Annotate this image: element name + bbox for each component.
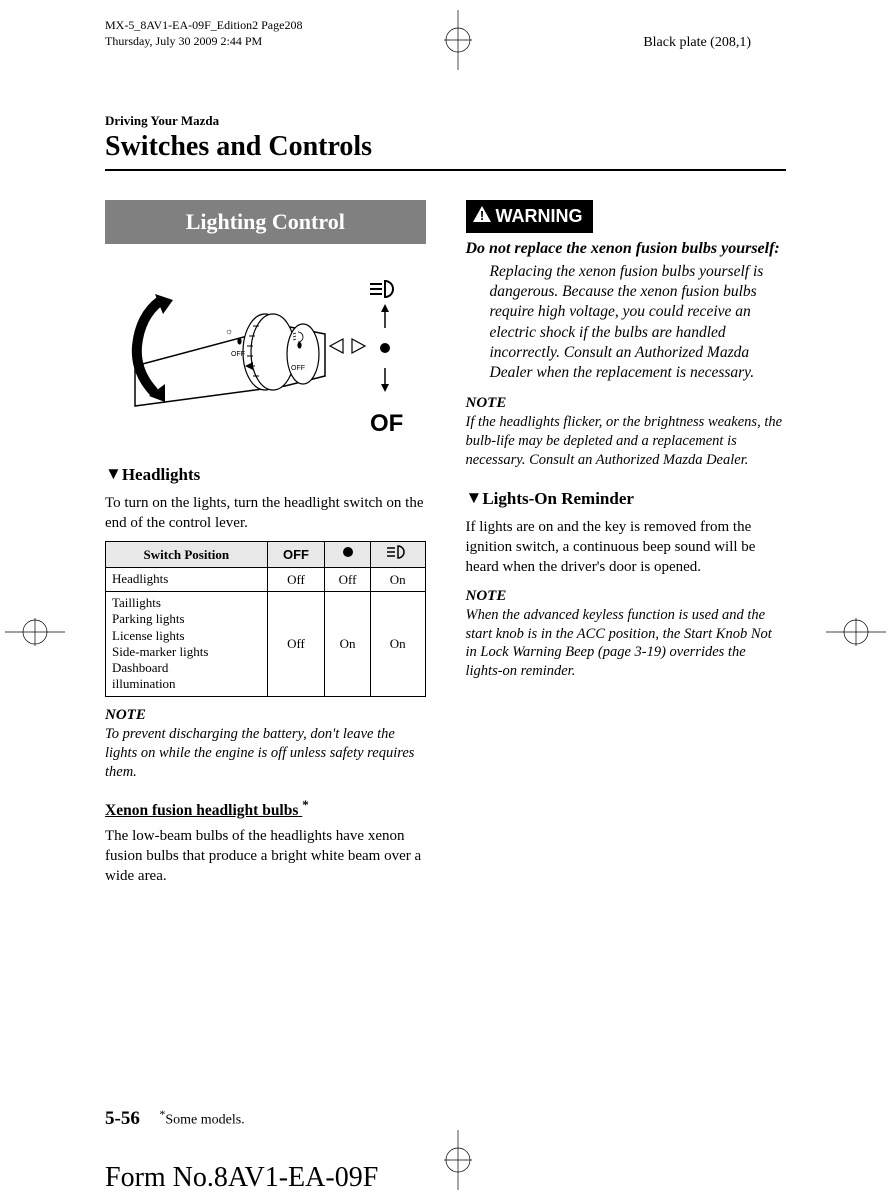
- chapter-title: Driving Your Mazda: [105, 113, 786, 129]
- cell: On: [370, 592, 425, 697]
- footnote-text: Some models.: [165, 1113, 244, 1128]
- table-header-row: Switch Position OFF: [106, 542, 426, 568]
- crop-mark-left: [5, 612, 65, 652]
- warning-label: WARNING: [496, 206, 583, 226]
- headlights-heading: ▼Headlights: [105, 464, 426, 487]
- th-off: OFF: [267, 542, 325, 568]
- note-body: When the advanced keyless function is us…: [466, 606, 787, 681]
- xenon-body: The low-beam bulbs of the headlights hav…: [105, 826, 426, 887]
- svg-text:OFF: OFF: [370, 410, 405, 437]
- header-rule: [105, 169, 786, 171]
- meta-line2: Thursday, July 30 2009 2:44 PM: [105, 34, 302, 50]
- lightson-body: If lights are on and the key is removed …: [466, 517, 787, 578]
- crop-mark-right: [826, 612, 886, 652]
- page-header: Driving Your Mazda Switches and Controls: [105, 113, 786, 171]
- svg-text:⬮: ⬮: [237, 337, 242, 346]
- page-footer: 5-56 *Some models.: [105, 1107, 245, 1130]
- table-row: Taillights Parking lights License lights…: [106, 592, 426, 697]
- cell: On: [325, 592, 371, 697]
- cell: Off: [267, 567, 325, 592]
- cell: Off: [325, 567, 371, 592]
- table-row: Headlights Off Off On: [106, 567, 426, 592]
- note-label: NOTE: [466, 586, 787, 606]
- svg-text:☼: ☼: [225, 326, 233, 336]
- headlights-body: To turn on the lights, turn the headligh…: [105, 493, 426, 534]
- lighting-control-title: Lighting Control: [105, 200, 426, 244]
- cell-headlights: Headlights: [106, 567, 268, 592]
- switch-position-table: Switch Position OFF Headlights Off Off O…: [105, 541, 426, 697]
- right-column: ! WARNING Do not replace the xenon fusio…: [466, 200, 787, 894]
- svg-text:OFF: OFF: [231, 351, 245, 358]
- section-title: Switches and Controls: [105, 131, 786, 163]
- form-number: Form No.8AV1-EA-09F: [105, 1162, 378, 1194]
- th-headlight-icon: [370, 542, 425, 568]
- warning-triangle-icon: !: [472, 205, 492, 229]
- note-label: NOTE: [466, 393, 787, 413]
- left-column: Lighting Control: [105, 200, 426, 894]
- content-columns: Lighting Control: [105, 200, 786, 894]
- cell: On: [370, 567, 425, 592]
- crop-mark-bottom: [438, 1130, 478, 1190]
- th-parking-icon: [325, 542, 371, 568]
- warning-body: Replacing the xenon fusion bulbs yoursel…: [490, 262, 787, 383]
- light-switch-diagram: ☼ ⬮ OFF ⬮ OFF: [125, 256, 405, 446]
- xenon-heading: Xenon fusion headlight bulbs *: [105, 796, 426, 822]
- page-number: 5-56: [105, 1108, 140, 1129]
- black-plate: Black plate (208,1): [643, 35, 751, 51]
- svg-text:OFF: OFF: [291, 365, 305, 372]
- meta-line1: MX-5_8AV1-EA-09F_Edition2 Page208: [105, 18, 302, 34]
- note-label: NOTE: [105, 705, 426, 725]
- lightson-heading: ▼Lights-On Reminder: [466, 488, 787, 511]
- crop-mark-top: [438, 10, 478, 70]
- print-meta: MX-5_8AV1-EA-09F_Edition2 Page208 Thursd…: [105, 18, 302, 49]
- svg-text:!: !: [479, 208, 483, 223]
- cell: Off: [267, 592, 325, 697]
- svg-text:⬮: ⬮: [297, 341, 302, 350]
- cell-other-lights: Taillights Parking lights License lights…: [106, 592, 268, 697]
- warning-badge: ! WARNING: [466, 200, 593, 233]
- warning-title: Do not replace the xenon fusion bulbs yo…: [466, 239, 787, 260]
- note-body: If the headlights flicker, or the bright…: [466, 413, 787, 470]
- note-body: To prevent discharging the battery, don'…: [105, 725, 426, 782]
- th-switch-position: Switch Position: [106, 542, 268, 568]
